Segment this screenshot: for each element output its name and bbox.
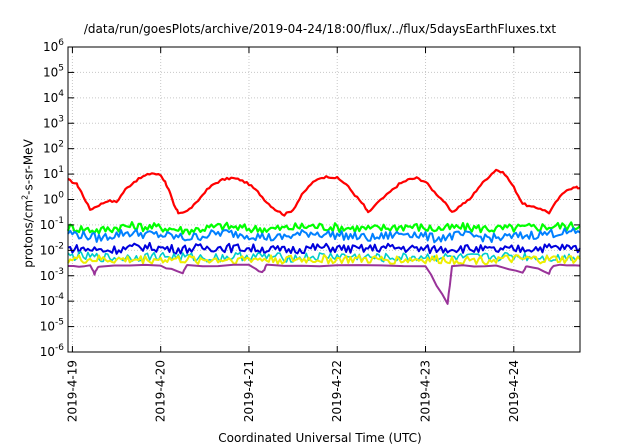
x-axis-label: Coordinated Universal Time (UTC) — [218, 431, 422, 445]
y-tick-exponent: -5 — [55, 318, 64, 328]
y-axis-label-sup: 2 — [20, 194, 30, 200]
y-axis-label-post: -s-sr-MeV — [21, 139, 36, 195]
series-line-6 — [67, 254, 581, 266]
series-line-4 — [67, 241, 581, 255]
y-tick-label: 102 — [43, 140, 64, 156]
y-tick-exponent: 0 — [58, 191, 64, 201]
y-tick-label: 10-1 — [40, 216, 64, 232]
grid-lines — [68, 47, 580, 352]
y-tick-exponent: -2 — [55, 241, 64, 251]
series-line-7 — [68, 263, 581, 305]
y-tick-exponent: 1 — [58, 165, 64, 175]
y-tick-label: 105 — [43, 63, 64, 79]
y-tick-exponent: -3 — [55, 267, 64, 277]
y-tick-label: 100 — [43, 191, 64, 207]
x-tick-label: 2019-4-20 — [154, 360, 168, 422]
y-tick-label: 101 — [43, 165, 64, 181]
y-tick-label: 10-5 — [40, 318, 64, 334]
y-tick-exponent: -6 — [55, 343, 64, 353]
y-tick-exponent: -4 — [55, 292, 64, 302]
x-tick-label: 2019-4-19 — [65, 360, 79, 422]
chart-title: /data/run/goesPlots/archive/2019-04-24/1… — [83, 22, 557, 36]
y-axis-label: protons/cm2-s-sr-MeV — [21, 104, 36, 304]
series-line-1 — [67, 168, 581, 217]
y-tick-exponent: 2 — [58, 140, 64, 150]
y-axis-label-pre: protons/cm — [21, 199, 36, 268]
y-tick-label: 10-6 — [40, 343, 65, 359]
series-line-2 — [66, 221, 581, 236]
y-tick-label: 106 — [43, 38, 64, 54]
y-tick-exponent: -1 — [55, 216, 64, 226]
y-tick-exponent: 3 — [58, 114, 64, 124]
y-tick-label: 10-4 — [40, 292, 65, 308]
x-tick-label: 2019-4-24 — [507, 360, 521, 422]
y-tick-exponent: 5 — [58, 63, 64, 73]
x-tick-label: 2019-4-21 — [242, 360, 256, 422]
x-tick-label: 2019-4-23 — [419, 360, 433, 422]
y-tick-exponent: 4 — [58, 89, 64, 99]
y-tick-label: 10-3 — [40, 267, 64, 283]
y-tick-label: 103 — [43, 114, 64, 130]
series-group — [66, 168, 581, 305]
y-tick-label: 104 — [43, 89, 64, 105]
tick-group: 10-610-510-410-310-210-11001011021031041… — [40, 38, 580, 422]
y-tick-label: 10-2 — [40, 241, 64, 257]
x-tick-label: 2019-4-22 — [330, 360, 344, 422]
y-tick-exponent: 6 — [58, 38, 64, 48]
series-line-3 — [67, 227, 581, 244]
